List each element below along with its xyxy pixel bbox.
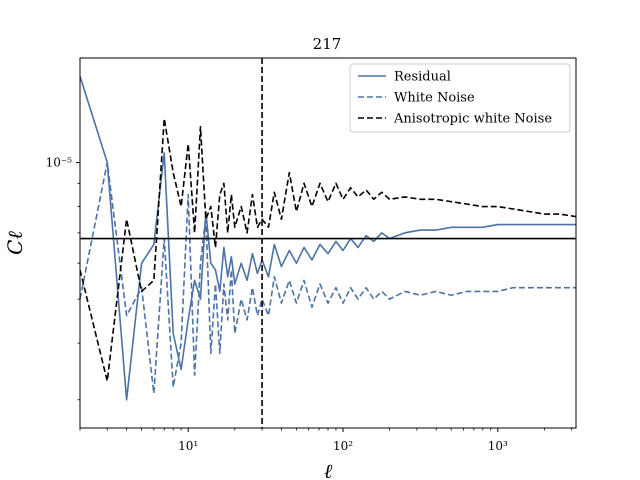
legend-label-1: White Noise (394, 91, 475, 106)
legend-label-0: Residual (394, 70, 451, 85)
legend-box (349, 63, 571, 133)
y-axis-label: Cℓ (3, 231, 27, 255)
axis-ticks: 10¹ 10² 10³ 10⁻⁵ (46, 156, 573, 453)
x-tick-label-1: 10² (333, 439, 353, 453)
y-tick-label-0: 10⁻⁵ (46, 156, 73, 170)
x-tick-label-0: 10¹ (178, 439, 198, 453)
x-tick-label-2: 10³ (488, 439, 508, 453)
chart-title: 217 (313, 35, 342, 53)
legend: Residual White Noise Anisotropic white Noi… (349, 63, 571, 133)
series-layer (80, 75, 576, 401)
series-line-1 (80, 161, 576, 395)
series-line-2 (80, 117, 576, 382)
reference-lines (80, 58, 576, 428)
legend-label-2: Anisotropic white Noise (393, 112, 552, 127)
x-axis-label: ℓ (324, 459, 333, 480)
